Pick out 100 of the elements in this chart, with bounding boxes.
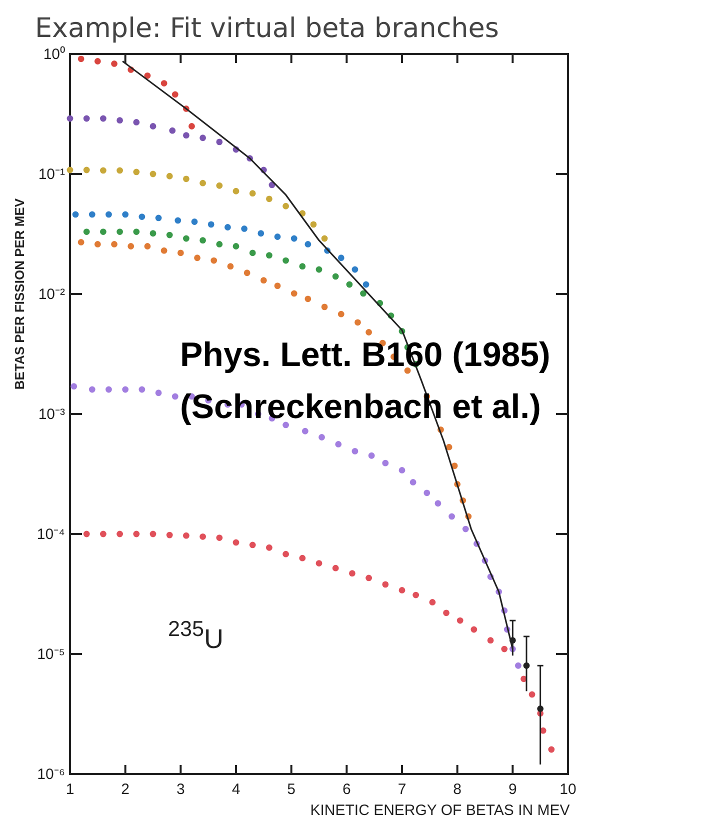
point (172, 91, 178, 98)
point (72, 211, 79, 218)
point (266, 252, 272, 259)
point (83, 530, 90, 538)
point (244, 270, 250, 276)
point (321, 235, 328, 242)
point (290, 235, 298, 242)
x-tick-label: 2 (121, 781, 130, 798)
point (366, 574, 372, 582)
point (456, 617, 464, 624)
point (160, 80, 168, 86)
point (94, 58, 101, 64)
point (106, 211, 112, 218)
point (169, 127, 176, 134)
x-tick-label: 6 (342, 781, 351, 798)
point (216, 241, 223, 248)
point (210, 257, 218, 264)
point (194, 254, 200, 262)
point (310, 221, 317, 228)
point (200, 533, 206, 540)
point (224, 224, 231, 230)
point (443, 610, 450, 616)
y-tick-label: 10⁻⁴ (36, 526, 65, 543)
point (216, 138, 223, 146)
point (429, 599, 436, 606)
x-tick-label: 7 (398, 781, 406, 798)
chart-title: Example: Fit virtual beta branches (35, 13, 499, 44)
point (111, 241, 118, 248)
point (398, 467, 406, 474)
y-tick-label: 10⁻⁵ (37, 646, 65, 663)
point (349, 570, 356, 577)
point (66, 115, 74, 122)
point (183, 132, 190, 139)
point (241, 226, 248, 232)
point (83, 228, 90, 235)
point (122, 211, 129, 218)
point (100, 167, 106, 174)
point (304, 241, 312, 248)
point (116, 167, 123, 174)
point (290, 290, 298, 297)
point (274, 234, 281, 240)
point (106, 386, 112, 393)
y-tick-label: 10⁻³ (38, 406, 65, 423)
point (183, 235, 190, 242)
point (302, 428, 308, 434)
point (260, 277, 267, 284)
point (410, 479, 416, 486)
y-tick-label: 10⁻¹ (38, 166, 65, 183)
point (501, 646, 508, 652)
point (150, 530, 156, 538)
point (537, 706, 544, 712)
point (100, 228, 106, 235)
x-tick-label: 10 (560, 781, 576, 798)
point (216, 534, 223, 541)
point (266, 196, 272, 202)
point (338, 254, 344, 262)
point (338, 310, 344, 318)
point (78, 239, 84, 246)
x-tick-label: 1 (66, 781, 74, 798)
point (299, 554, 306, 562)
point (368, 452, 375, 459)
point (144, 243, 151, 250)
point (133, 119, 140, 126)
point (509, 637, 516, 644)
point (138, 386, 146, 393)
point (316, 560, 322, 566)
point (266, 544, 272, 551)
x-tick-label: 3 (176, 781, 185, 798)
point (116, 228, 123, 235)
point (451, 462, 458, 470)
point (88, 211, 96, 218)
point (216, 182, 223, 189)
point (122, 386, 129, 393)
point (100, 530, 106, 538)
point (138, 214, 146, 220)
point (258, 230, 264, 237)
point (133, 228, 140, 235)
point (354, 319, 361, 326)
point (352, 448, 358, 454)
point (548, 746, 555, 753)
point (398, 587, 406, 594)
point (515, 662, 522, 669)
point (462, 526, 469, 532)
point (83, 166, 90, 174)
point (274, 282, 281, 290)
y-tick-label: 10⁰ (43, 46, 65, 63)
point (174, 217, 182, 224)
point (412, 592, 420, 598)
point (282, 550, 289, 558)
point (188, 123, 195, 130)
point (318, 434, 325, 440)
point (144, 72, 151, 79)
point (150, 170, 156, 178)
point (232, 243, 240, 250)
point (150, 230, 156, 237)
point (200, 134, 206, 142)
point (88, 386, 96, 393)
point (166, 172, 173, 180)
x-axis-title: KINETIC ENERGY OF BETAS IN MEV (310, 802, 570, 819)
point (282, 202, 289, 210)
